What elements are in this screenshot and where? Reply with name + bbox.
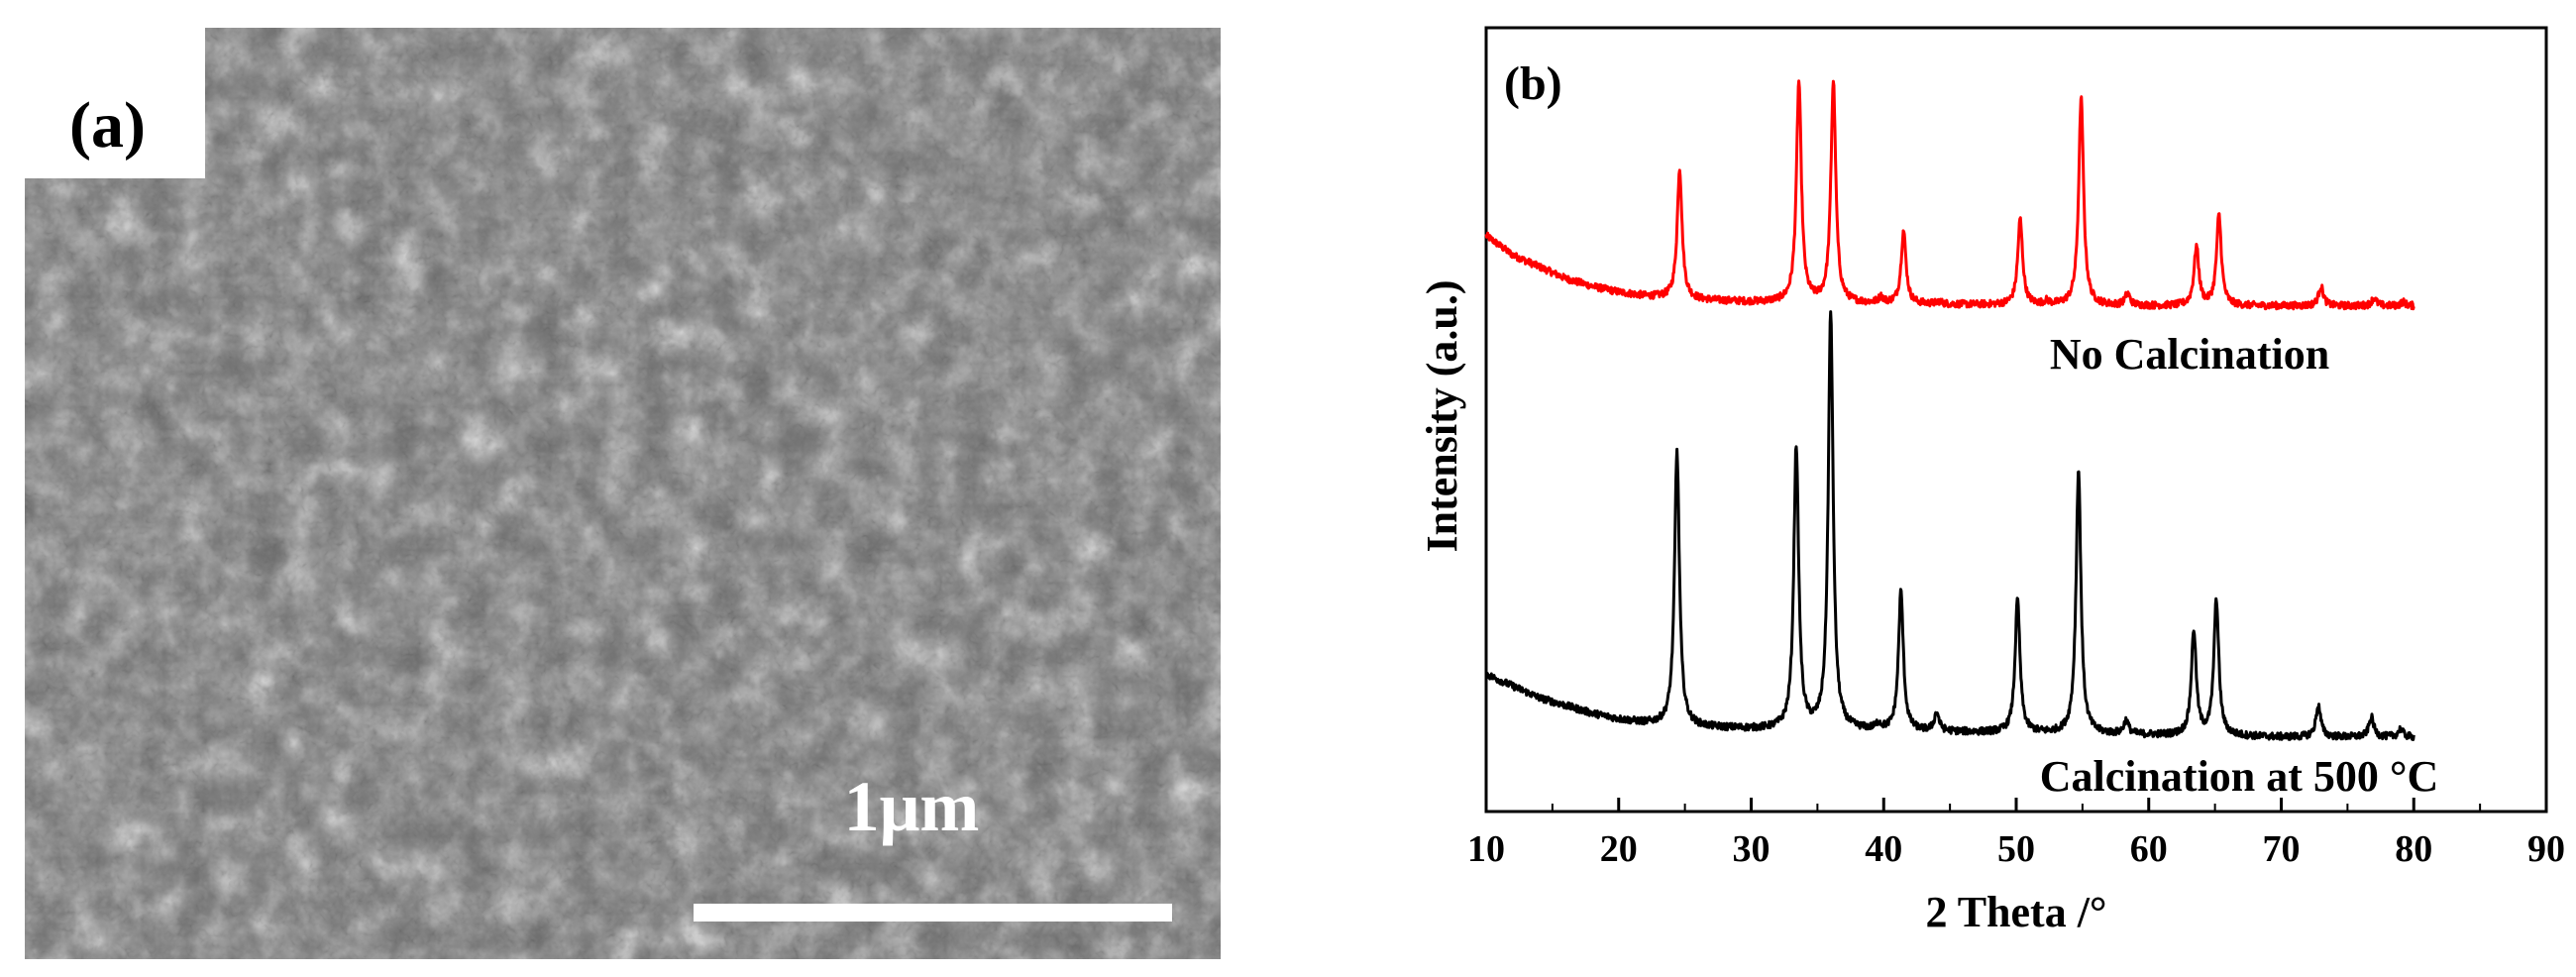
x-axis-label: 2 Theta /° xyxy=(1925,888,2106,936)
scale-bar-label: 1μm xyxy=(844,767,980,846)
x-tick-label: 10 xyxy=(1467,828,1505,870)
y-axis-label: Intensity (a.u.) xyxy=(1418,279,1466,552)
plot-frame xyxy=(1484,26,2548,814)
panel-label-a: (a) xyxy=(69,89,146,162)
series-line-no-calcination xyxy=(1484,79,2415,311)
xrd-chart-panel: (b) 10 20 30 40 50 60 70 80 90 No Calcination Ca… xyxy=(1367,0,2576,972)
series-label-no-calcination: No Calcination xyxy=(2050,330,2329,379)
xrd-chart: (b) 10 20 30 40 50 60 70 80 90 No Calcination Ca… xyxy=(1418,26,2565,936)
x-tick-label: 80 xyxy=(2395,828,2432,870)
series-layer xyxy=(1484,79,2415,741)
series-line-calcination-500 xyxy=(1484,310,2415,741)
x-tick-label: 40 xyxy=(1865,828,1902,870)
x-axis: 10 20 30 40 50 60 70 80 90 xyxy=(1467,798,2565,870)
scale-bar xyxy=(694,904,1172,922)
series-label-calcination-500: Calcination at 500 °C xyxy=(2040,752,2439,801)
x-tick-label: 50 xyxy=(1997,828,2035,870)
x-tick-label: 70 xyxy=(2263,828,2301,870)
sem-image-panel: 1μm (a) xyxy=(0,0,1229,972)
sem-micrograph: 1μm (a) xyxy=(25,28,1221,959)
x-tick-label: 20 xyxy=(1600,828,1638,870)
x-tick-label: 90 xyxy=(2527,828,2565,870)
x-tick-label: 30 xyxy=(1733,828,1771,870)
x-tick-label: 60 xyxy=(2130,828,2168,870)
panel-label-b: (b) xyxy=(1504,57,1562,110)
